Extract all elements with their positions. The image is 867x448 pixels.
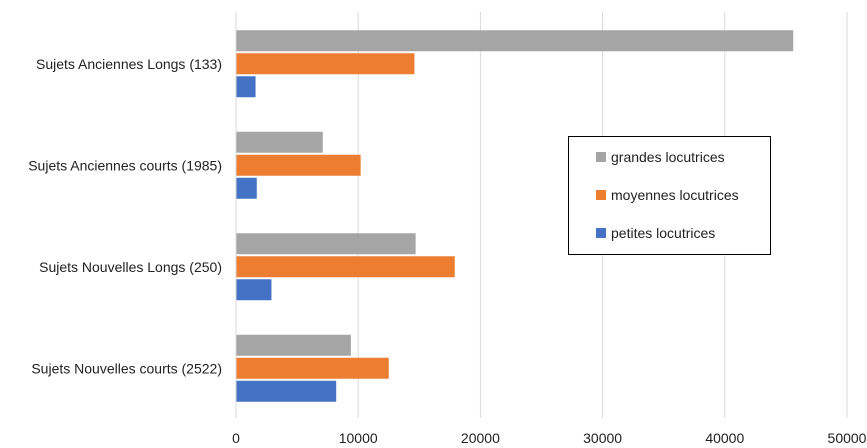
legend-swatch <box>596 190 606 200</box>
bar <box>236 233 416 255</box>
x-tick-label: 20000 <box>461 430 500 446</box>
category-label: Sujets Nouvelles Longs (250) <box>39 259 222 275</box>
x-tick-label: 0 <box>232 430 240 446</box>
x-tick-label: 40000 <box>705 430 744 446</box>
bar <box>236 256 455 278</box>
legend-label: moyennes locutrices <box>611 187 739 203</box>
category-label: Sujets Anciennes Longs (133) <box>36 56 222 72</box>
legend: grandes locutrices moyennes locutrices pet… <box>568 136 771 255</box>
bar <box>236 380 337 402</box>
legend-label: petites locutrices <box>611 225 715 241</box>
bars <box>236 30 794 402</box>
axes: 0 10000 20000 30000 40000 50000 Sujets Ancienn… <box>28 12 867 446</box>
bar <box>236 131 323 153</box>
category-label: Sujets Nouvelles courts (2522) <box>31 360 222 376</box>
legend-swatch <box>596 152 606 162</box>
bar <box>236 30 794 52</box>
x-tick-label: 50000 <box>828 430 867 446</box>
bar <box>236 177 257 199</box>
bar <box>236 53 415 75</box>
bar <box>236 279 272 301</box>
bar <box>236 334 351 356</box>
legend-swatch <box>596 228 606 238</box>
bar <box>236 76 256 98</box>
bar <box>236 154 361 176</box>
legend-label: grandes locutrices <box>611 149 725 165</box>
category-label: Sujets Anciennes courts (1985) <box>28 157 222 173</box>
bar <box>236 357 389 379</box>
x-tick-label: 10000 <box>339 430 378 446</box>
x-tick-label: 30000 <box>583 430 622 446</box>
